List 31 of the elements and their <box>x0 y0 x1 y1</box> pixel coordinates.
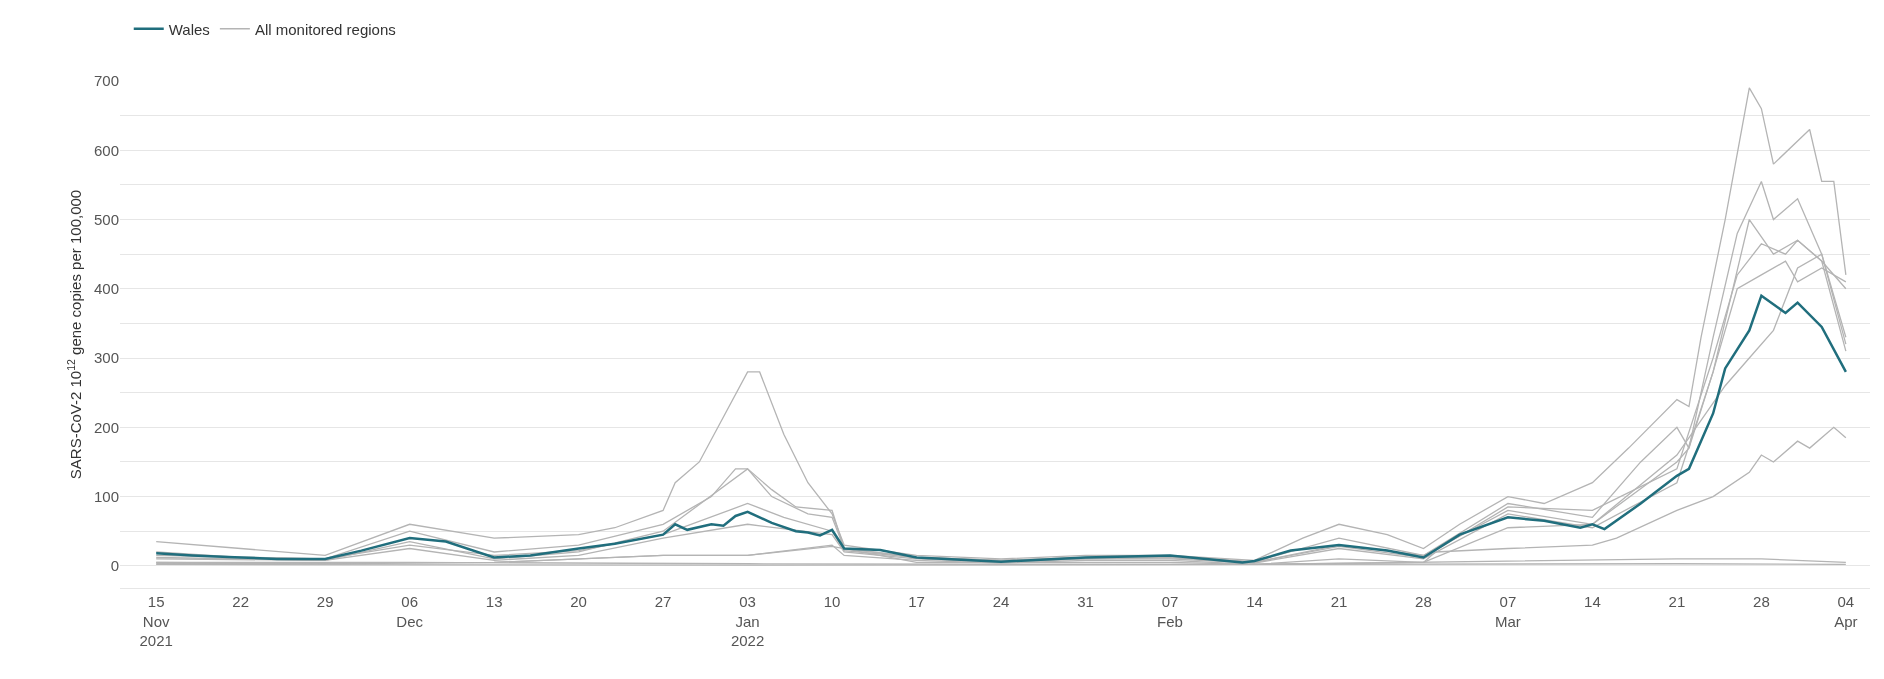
x-tick-label: 28 <box>1415 593 1432 610</box>
x-tick-label: 13 <box>485 593 503 610</box>
x-tick-label: 31 <box>1077 593 1094 610</box>
y-tick-label: 300 <box>93 349 119 367</box>
x-tick-label: 20 <box>570 593 587 610</box>
x-tick-label: 21 <box>1330 593 1348 610</box>
x-tick-label: 07 Mar <box>1495 593 1521 630</box>
x-tick-label: 29 <box>316 593 334 610</box>
x-tick-label: 15 Nov 2021 <box>139 593 173 649</box>
x-tick-label: 07 Feb <box>1157 593 1183 630</box>
x-tick-label: 06 Dec <box>396 593 424 630</box>
legend-label: Wales <box>168 20 210 38</box>
x-tick-label: 14 <box>1246 593 1263 610</box>
x-tick-label: 24 <box>992 593 1010 610</box>
x-tick-label: 03 Jan 2022 <box>730 593 765 649</box>
y-tick-label: 400 <box>93 280 119 298</box>
x-tick-label: 17 <box>908 593 925 610</box>
y-tick-label: 0 <box>110 557 119 575</box>
y-tick-label: 600 <box>93 141 119 159</box>
y-tick-label: 500 <box>93 210 119 228</box>
x-tick-label: 27 <box>654 593 672 610</box>
x-tick-label: 10 <box>823 593 841 610</box>
legend-label: All monitored regions <box>254 20 396 38</box>
y-tick-label: 200 <box>93 418 119 436</box>
x-tick-label: 14 <box>1584 593 1601 610</box>
y-tick-label: 700 <box>93 72 119 90</box>
x-tick-label: 22 <box>232 593 250 610</box>
y-tick-label: 100 <box>93 487 119 505</box>
x-tick-label: 04 Apr <box>1834 593 1858 630</box>
x-tick-label: 21 <box>1668 593 1686 610</box>
x-tick-label: 28 <box>1753 593 1770 610</box>
